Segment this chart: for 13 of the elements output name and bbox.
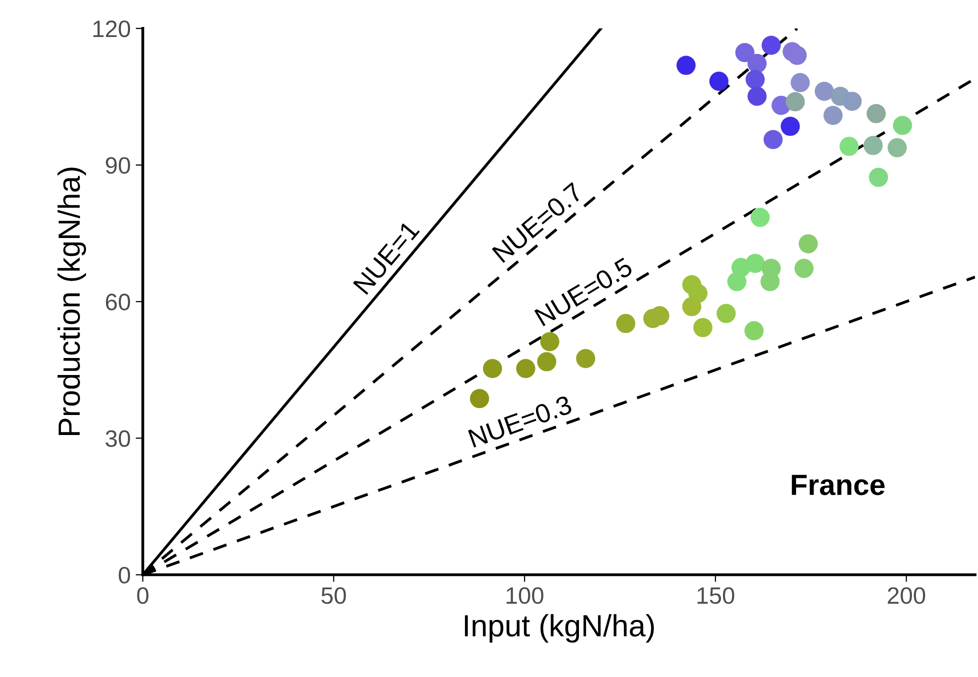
x-tick-label: 150 <box>698 587 734 604</box>
y-tick-label: 90 <box>106 157 130 174</box>
x-axis-title: Input (kgN/ha) <box>464 614 654 643</box>
y-axis-title: Production (kgN/ha) <box>58 168 86 435</box>
x-tick-label: 100 <box>506 587 544 604</box>
y-tick-label: 30 <box>106 430 130 447</box>
y-tick-label: 120 <box>93 20 130 38</box>
x-tick-label: 200 <box>888 587 926 604</box>
y-tick-label: 60 <box>106 294 130 310</box>
x-tick-label: 50 <box>321 587 346 604</box>
x-tick-label: 0 <box>137 587 148 604</box>
y-tick-label: 0 <box>118 566 130 584</box>
annotation: France <box>792 474 885 496</box>
